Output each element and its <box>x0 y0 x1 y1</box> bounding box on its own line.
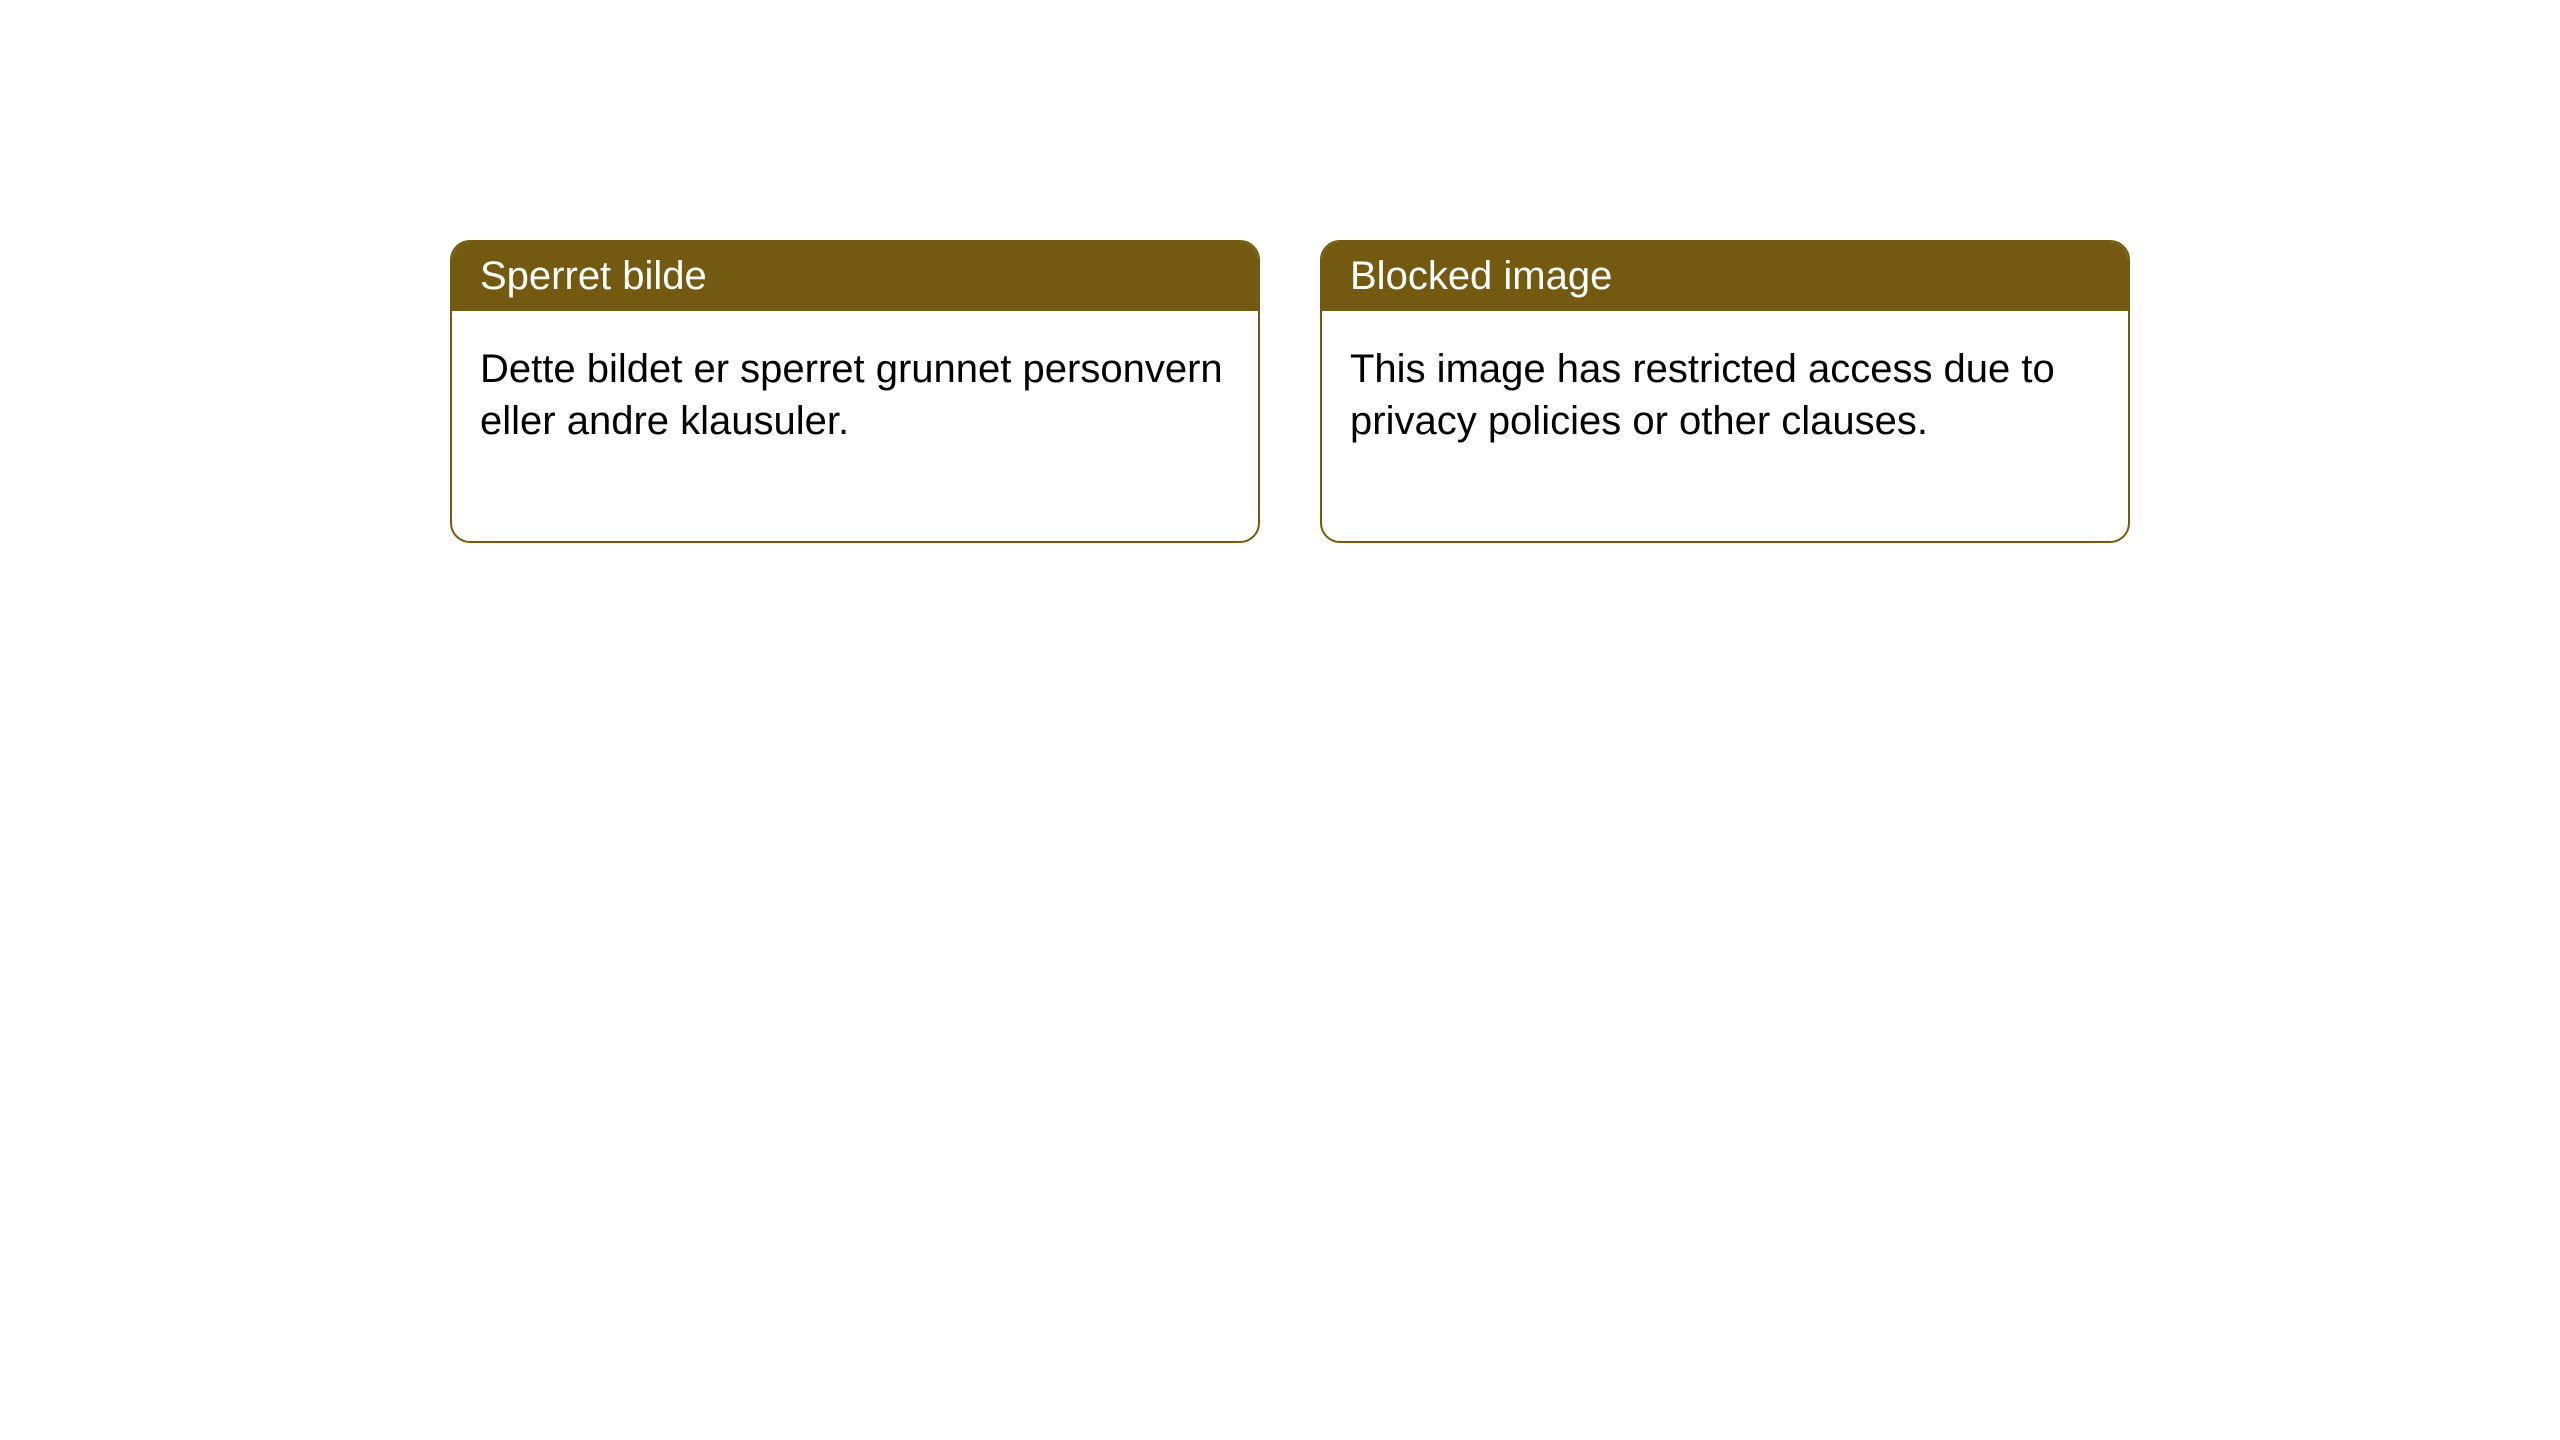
notice-body: Dette bildet er sperret grunnet personve… <box>452 311 1258 541</box>
notice-header: Blocked image <box>1322 242 2128 311</box>
notice-box-norwegian: Sperret bilde Dette bildet er sperret gr… <box>450 240 1260 543</box>
notice-header: Sperret bilde <box>452 242 1258 311</box>
notice-container: Sperret bilde Dette bildet er sperret gr… <box>0 0 2560 543</box>
notice-body: This image has restricted access due to … <box>1322 311 2128 541</box>
notice-box-english: Blocked image This image has restricted … <box>1320 240 2130 543</box>
